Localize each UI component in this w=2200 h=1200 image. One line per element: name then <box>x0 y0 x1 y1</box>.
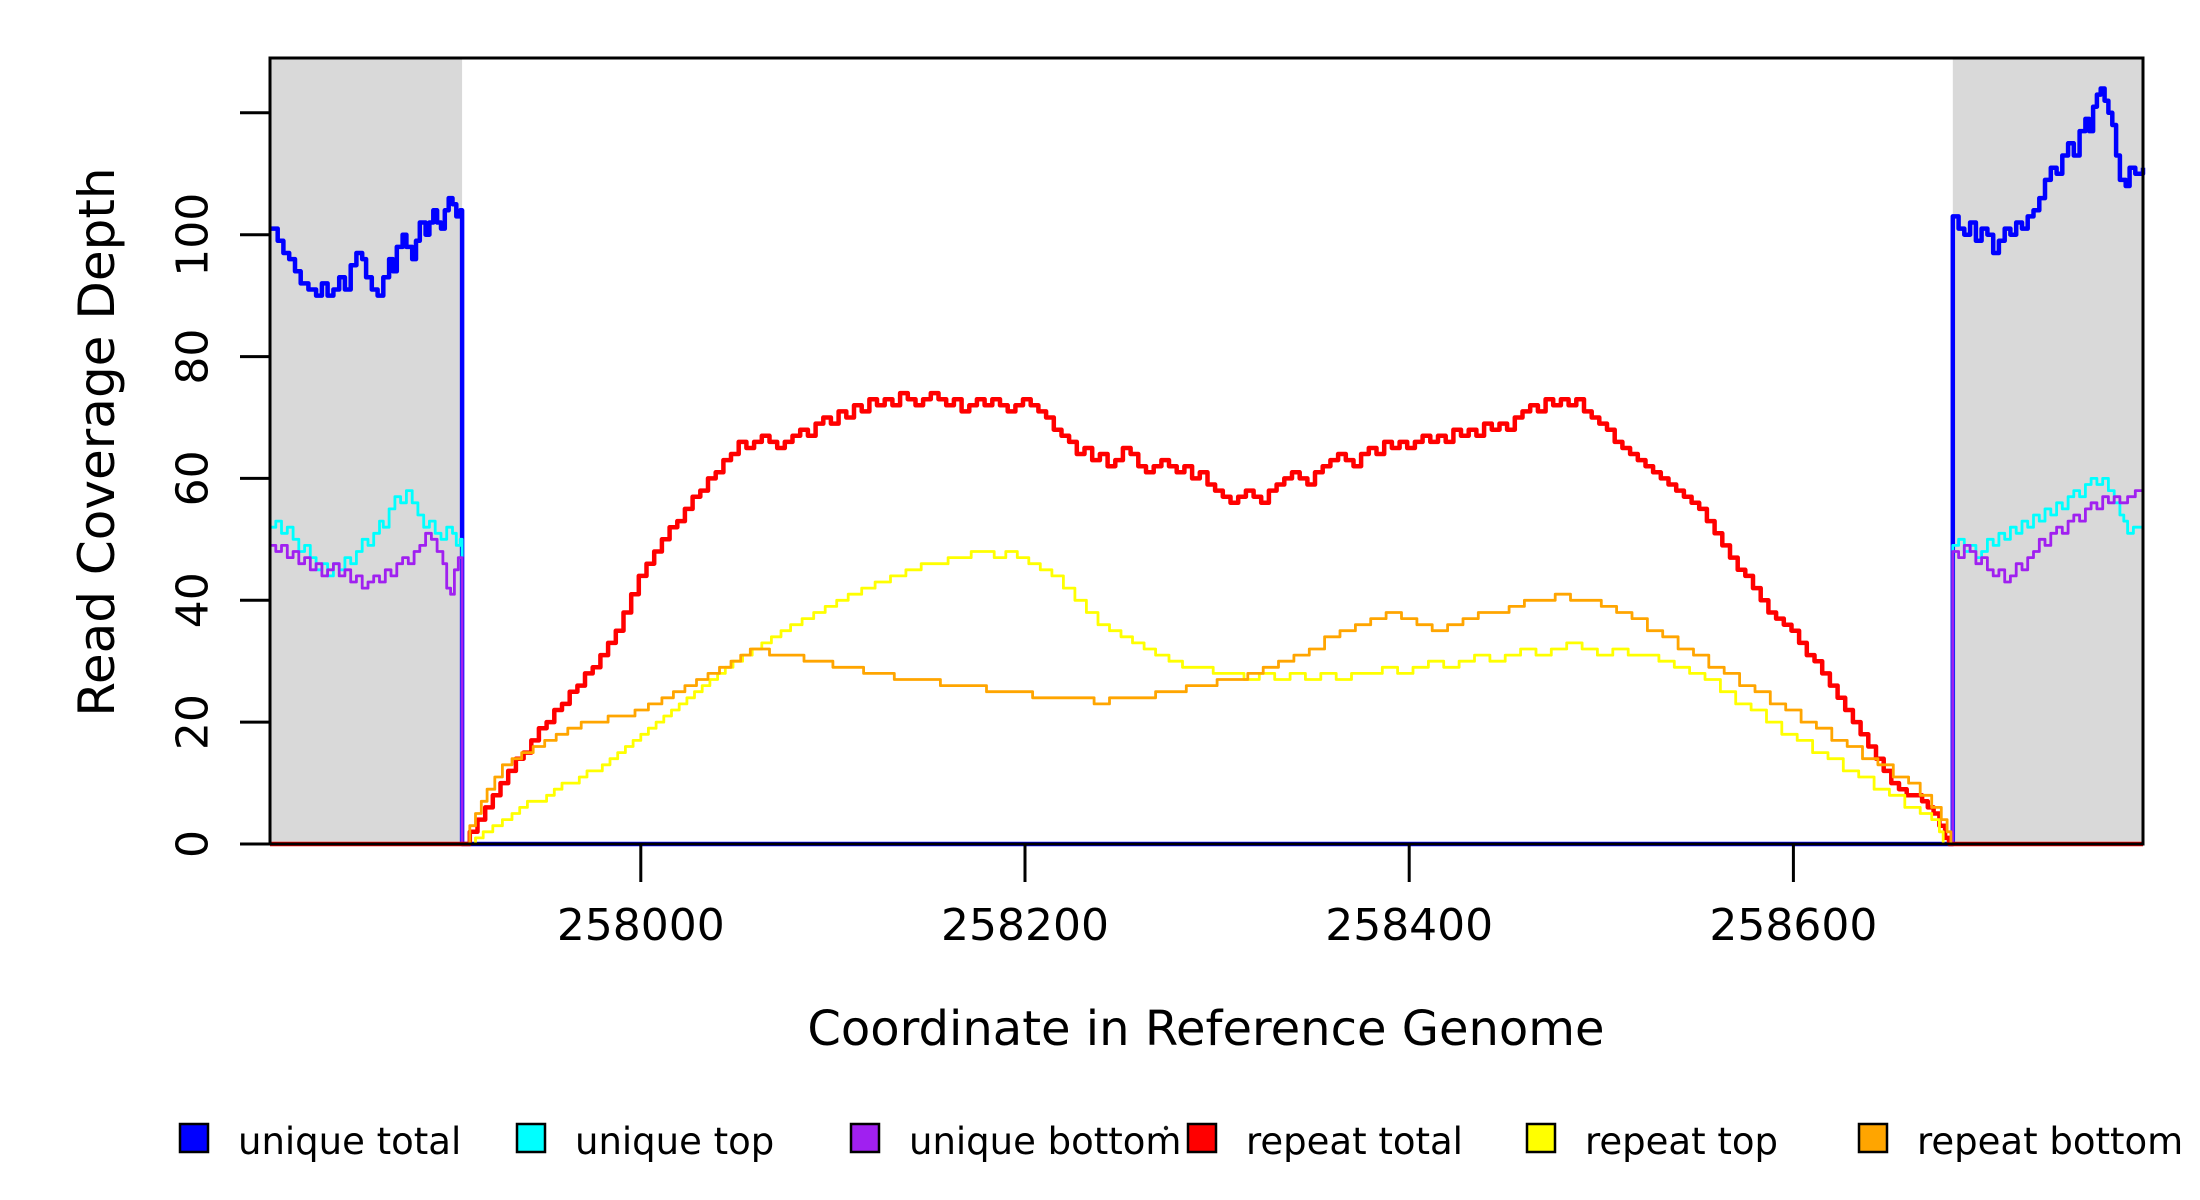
y-tick-label: 0 <box>168 830 219 858</box>
legend-swatch <box>515 1122 547 1154</box>
y-tick-label: 20 <box>168 694 219 750</box>
series-repeat-total <box>270 390 2143 847</box>
legend-entry: unique total <box>178 1120 461 1163</box>
legend-entry: unique top <box>515 1120 774 1163</box>
y-axis-title: Read Coverage Depth <box>68 167 126 716</box>
series-unique-top <box>270 477 2145 846</box>
series-repeat-top <box>270 550 2143 846</box>
y-tick-label: 100 <box>168 193 219 277</box>
shaded-regions <box>270 58 2143 844</box>
x-tick-label: 258200 <box>941 900 1109 951</box>
repeat-region-shading <box>1952 58 2143 844</box>
x-tick-label: 258400 <box>1325 900 1493 951</box>
series-unique-total <box>270 86 2146 847</box>
legend-swatch <box>1857 1122 1889 1154</box>
legend-swatch <box>1186 1122 1218 1154</box>
legend-entry-label: unique total <box>238 1120 461 1163</box>
plot-border <box>268 56 2145 846</box>
x-axis-title: Coordinate in Reference Genome <box>807 1001 1604 1057</box>
x-tick-label: 258000 <box>557 900 725 951</box>
legend-swatch <box>178 1122 210 1154</box>
legend-entry: repeat total <box>1186 1120 1463 1163</box>
y-axis: 0 20 40 60 80 100 <box>168 111 270 858</box>
series-lines <box>270 86 2146 847</box>
series-unique-bottom <box>270 489 2145 846</box>
y-tick-label: 40 <box>168 572 219 628</box>
series-repeat-bottom <box>270 592 2143 846</box>
legend-entry-label: unique top <box>575 1120 774 1163</box>
y-tick-label: 60 <box>168 450 219 506</box>
legend: unique total unique top unique bottom repea… <box>178 1120 2183 1163</box>
x-axis: 258000 258200 258400 258600 <box>557 844 1877 951</box>
legend-entry-label: repeat top <box>1585 1120 1778 1163</box>
legend-entry-label: unique bottom <box>909 1120 1181 1163</box>
legend-entry: repeat top <box>1525 1120 1778 1163</box>
y-tick-label: 80 <box>168 329 219 385</box>
repeat-region-shading <box>270 58 463 844</box>
legend-swatch <box>1525 1122 1557 1154</box>
legend-entry-label: repeat bottom <box>1917 1120 2183 1163</box>
x-tick-label: 258600 <box>1709 900 1877 951</box>
legend-entry: unique bottom <box>849 1120 1181 1163</box>
stray-dot <box>1163 1125 1169 1131</box>
legend-entry: repeat bottom <box>1857 1120 2183 1163</box>
legend-entry-label: repeat total <box>1246 1120 1463 1163</box>
legend-swatch <box>849 1122 881 1154</box>
